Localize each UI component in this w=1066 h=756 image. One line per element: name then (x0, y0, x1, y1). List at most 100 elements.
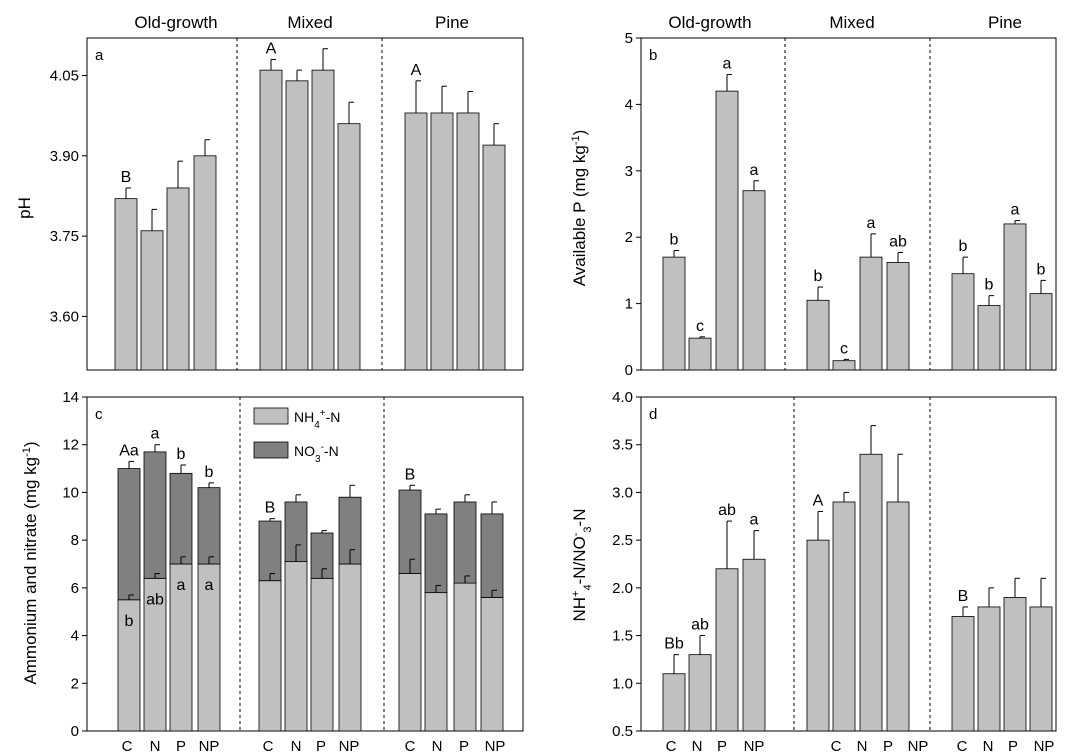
significance-letter: b (985, 277, 994, 294)
significance-letter: A (266, 40, 277, 57)
bar-no3 (453, 501, 477, 584)
significance-letter: a (1011, 202, 1020, 219)
y-axis-label-nh4-no3-ratio: NH+4-N/NO-3-N (570, 508, 594, 621)
bar (140, 230, 164, 371)
significance-letter: B (121, 169, 132, 186)
significance-letter: B (265, 500, 276, 517)
y-axis-label-ammonium-nitrate: Ammonium and nitrate (mg kg-1) (21, 441, 40, 684)
significance-letter: b (814, 268, 823, 285)
x-tick-label: C (405, 738, 416, 755)
x-tick-label: C (122, 738, 133, 755)
x-tick-label: P (176, 738, 186, 755)
significance-letter: ab (718, 502, 736, 519)
bar (742, 558, 766, 732)
x-tick-label: P (1008, 738, 1018, 755)
significance-letter-inner: b (125, 613, 134, 630)
significance-letter-inner: ab (146, 591, 164, 608)
x-tick-label: C (831, 738, 842, 755)
significance-letter: c (696, 318, 704, 335)
x-tick-label: N (150, 738, 161, 755)
bar (456, 112, 480, 371)
bar (859, 453, 883, 732)
bar (688, 654, 712, 732)
panel-d: d0.51.01.52.02.53.03.54.0C C CN N NP P PNP NP NP… (612, 389, 1057, 755)
x-tick-label: C (263, 738, 274, 755)
bar-no3 (143, 451, 167, 579)
bar (482, 144, 506, 371)
bar (166, 187, 190, 371)
bar (1003, 597, 1027, 732)
significance-letter: Aa (119, 442, 139, 459)
y-axis-label-ph: pH (15, 197, 34, 219)
bar (337, 123, 361, 371)
bar-nh4 (453, 582, 477, 732)
y-tick-label: 3 (625, 163, 633, 180)
bar (806, 539, 830, 732)
legend: NH4+-N NO3--N (253, 407, 340, 465)
bar-nh4 (424, 592, 448, 732)
significance-letter: a (723, 56, 732, 73)
bar-nh4 (258, 580, 282, 732)
y-tick-label: 4.0 (612, 389, 633, 406)
significance-letter-inner: a (177, 577, 186, 594)
bar-nh4 (284, 561, 308, 732)
bar (1029, 606, 1053, 732)
x-tick-label: N (857, 738, 868, 755)
bar (688, 337, 712, 371)
bar-nh4 (398, 573, 422, 732)
bar (886, 501, 910, 732)
bar (404, 112, 428, 371)
x-tick-label: N (432, 738, 443, 755)
significance-letter: a (750, 162, 759, 179)
y-tick-label: 2 (71, 675, 79, 692)
y-tick-label: 6 (71, 580, 79, 597)
bar-no3 (480, 513, 504, 598)
y-tick-label: 3.60 (50, 308, 79, 325)
panel-letter: d (649, 406, 657, 423)
panel-letter: a (95, 47, 104, 64)
x-tick-label: P (717, 738, 727, 755)
bar-no3 (424, 513, 448, 594)
x-tick-label: P (883, 738, 893, 755)
legend-label-nh4: NH4+-N (294, 408, 340, 431)
significance-letter: A (411, 62, 422, 79)
bar (951, 616, 975, 732)
bar (742, 190, 766, 371)
significance-letter-inner: a (205, 577, 214, 594)
significance-letter: b (177, 446, 186, 463)
y-tick-label: 10 (62, 484, 79, 501)
bar (832, 360, 856, 371)
x-tick-label: N (692, 738, 703, 755)
significance-letter: Bb (664, 636, 684, 653)
significance-letter: B (405, 466, 416, 483)
y-axis-label-available-p: Available P (mg kg-1) (570, 130, 589, 287)
x-tick-label: NP (744, 738, 765, 755)
bar (662, 256, 686, 371)
bar (1029, 293, 1053, 371)
y-tick-label: 0 (625, 362, 633, 379)
y-tick-label: 4.05 (50, 67, 79, 84)
group-label-pine-left: Pine (435, 13, 469, 32)
bar (662, 673, 686, 732)
bar-nh4 (480, 597, 504, 732)
significance-letter: b (1037, 261, 1046, 278)
bar-no3 (117, 468, 141, 601)
significance-letter: ab (691, 617, 709, 634)
group-headers: Old-growth Mixed Pine Old-growth Mixed P… (134, 13, 1022, 32)
bar (859, 256, 883, 371)
y-tick-label: 1.0 (612, 675, 633, 692)
bar (114, 198, 138, 371)
bar (977, 606, 1001, 732)
bar-no3 (169, 472, 193, 565)
bar (977, 305, 1001, 371)
bar (715, 568, 739, 732)
group-label-old-growth-left: Old-growth (134, 13, 217, 32)
x-tick-label: P (316, 738, 326, 755)
y-tick-label: 12 (62, 437, 79, 454)
group-label-mixed-right: Mixed (829, 13, 874, 32)
y-tick-label: 2.0 (612, 580, 633, 597)
bar (430, 112, 454, 371)
y-tick-label: 4 (71, 628, 79, 645)
